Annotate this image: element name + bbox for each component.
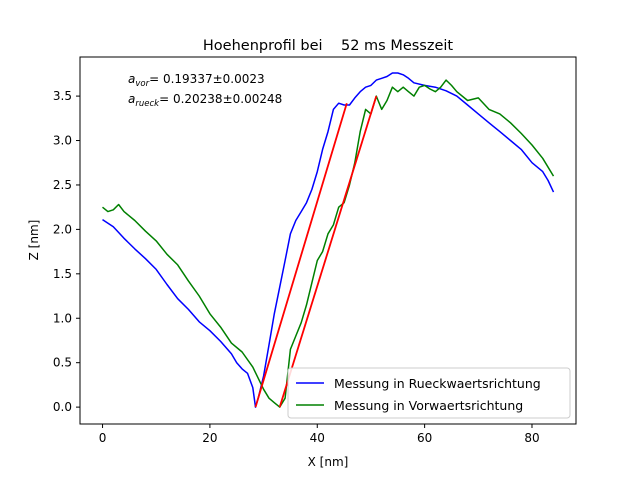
y-tick-label: 2.0	[53, 222, 72, 236]
tick-layer: 0 20 40 60 80 0.0 0.5 1.0 1.5 2.0 2.5 3.0 3.5	[53, 89, 540, 445]
x-tick-label: 40	[310, 431, 325, 445]
annotation-rueck-value: = 0.20238±0.00248	[159, 92, 282, 106]
x-tick-label: 80	[524, 431, 539, 445]
x-axis-label: X [nm]	[308, 455, 349, 469]
annotation-rueck-subscript: rueck	[135, 99, 160, 109]
plot-frame	[79, 56, 577, 425]
x-tick-label: 60	[417, 431, 432, 445]
y-tick-label: 0.5	[53, 356, 72, 370]
y-tick-label: 3.0	[53, 134, 72, 148]
x-tick-label: 0	[99, 431, 107, 445]
y-tick-label: 1.0	[53, 311, 72, 325]
series-line-vorwaerts	[102, 79, 555, 408]
y-tick-label: 3.5	[53, 89, 72, 103]
legend-label-rueck: Messung in Rueckwaertsrichtung	[334, 376, 541, 391]
series-layer	[102, 72, 555, 408]
plot-area	[80, 57, 576, 424]
y-tick-label: 2.5	[53, 178, 72, 192]
annotation-vor-symbol: a	[128, 72, 135, 86]
legend: Messung in Rueckwaertsrichtung Messung i…	[287, 367, 571, 419]
annotation-vor: avor= 0.19337±0.0023	[128, 72, 265, 89]
fit-line-rueck	[254, 102, 348, 408]
legend-box	[287, 367, 571, 419]
y-tick-label: 1.5	[53, 267, 72, 281]
x-tick-label: 20	[202, 431, 217, 445]
legend-label-vor: Messung in Vorwaertsrichtung	[334, 398, 523, 413]
annotation-vor-subscript: vor	[135, 79, 149, 89]
annotation-rueck: arueck= 0.20238±0.00248	[128, 92, 282, 109]
y-axis-label: Z [nm]	[27, 220, 41, 261]
chart-title: Hoehenprofil bei 52 ms Messzeit	[203, 38, 454, 54]
fit-annotations: avor= 0.19337±0.0023 arueck= 0.20238±0.0…	[128, 72, 282, 109]
y-tick-label: 0.0	[53, 400, 72, 414]
series-line-rueckwaerts	[102, 72, 555, 408]
annotation-rueck-symbol: a	[128, 92, 135, 106]
annotation-vor-value: = 0.19337±0.0023	[149, 72, 265, 86]
fit-line-vor	[278, 95, 378, 408]
